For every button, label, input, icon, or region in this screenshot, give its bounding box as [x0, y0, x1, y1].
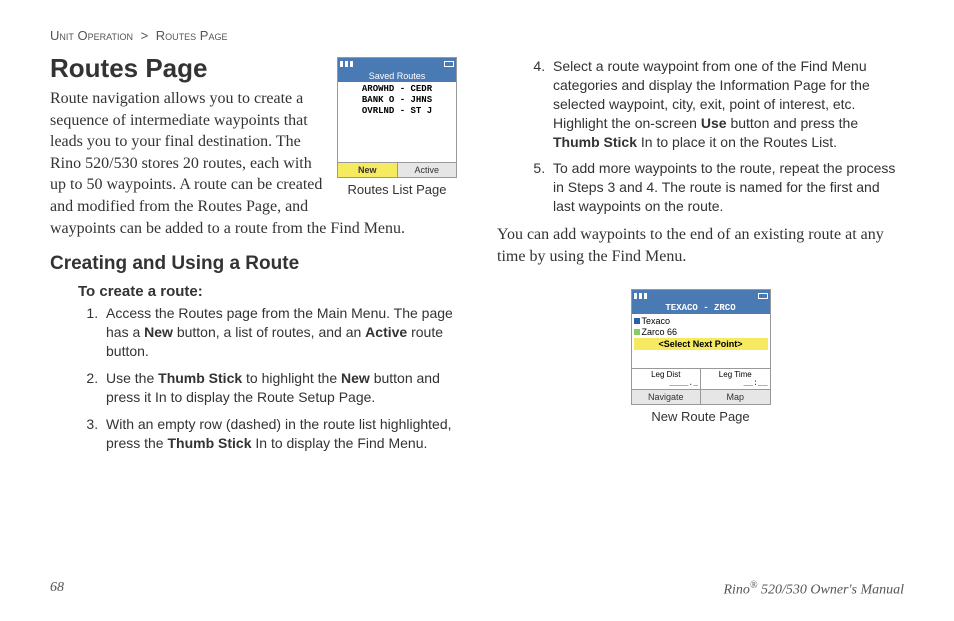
status-bar	[632, 290, 770, 302]
procedure-heading: To create a route:	[78, 283, 457, 300]
right-column: Select a route waypoint from one of the …	[497, 53, 904, 460]
route-header: TEXACO - ZRCO	[632, 302, 770, 314]
leg-dist-label: Leg Dist	[634, 370, 699, 379]
section-heading: Creating and Using a Route	[50, 253, 457, 275]
create-route-steps-cont: Select a route waypoint from one of the …	[549, 57, 904, 216]
status-bar	[338, 58, 456, 70]
closing-para: You can add waypoints to the end of an e…	[497, 224, 904, 267]
page-number: 68	[50, 580, 64, 599]
active-button: Active	[398, 163, 457, 177]
breadcrumb-sep: >	[141, 28, 149, 43]
step-2: Use the Thumb Stick to highlight the New…	[102, 369, 457, 407]
step-3: With an empty row (dashed) in the route …	[102, 415, 457, 453]
routes-list-figure: Saved Routes AROWHD - CEDR BANK O - JHNS…	[337, 57, 457, 197]
leg-dist-value: ____._	[634, 379, 699, 388]
route-row: BANK O - JHNS	[340, 95, 454, 106]
screen-title: Saved Routes	[338, 70, 456, 82]
breadcrumb-page: Routes Page	[156, 28, 228, 43]
doc-title: Rino® 520/530 Owner's Manual	[723, 580, 904, 599]
new-route-figure: TEXACO - ZRCO Texaco Zarco 66 <Select Ne…	[497, 289, 904, 424]
new-route-screen: TEXACO - ZRCO Texaco Zarco 66 <Select Ne…	[631, 289, 771, 405]
waypoint-list: Texaco Zarco 66 <Select Next Point>	[632, 314, 770, 350]
page-footer: 68 Rino® 520/530 Owner's Manual	[50, 580, 904, 599]
navigate-button: Navigate	[632, 390, 702, 404]
leg-time-label: Leg Time	[703, 370, 768, 379]
step-4: Select a route waypoint from one of the …	[549, 57, 904, 151]
figure-caption: Routes List Page	[337, 182, 457, 197]
figure-caption: New Route Page	[497, 409, 904, 424]
route-stats: Leg Dist ____._ Leg Time __:__	[632, 368, 770, 389]
create-route-steps: Access the Routes page from the Main Men…	[102, 304, 457, 452]
breadcrumb-section: Unit Operation	[50, 28, 133, 43]
step-1: Access the Routes page from the Main Men…	[102, 304, 457, 361]
car-icon	[634, 329, 640, 335]
select-next-point: <Select Next Point>	[634, 338, 768, 350]
map-button: Map	[701, 390, 770, 404]
left-column: Saved Routes AROWHD - CEDR BANK O - JHNS…	[50, 53, 457, 460]
route-row: AROWHD - CEDR	[340, 84, 454, 95]
flag-icon	[634, 318, 640, 324]
leg-time-value: __:__	[703, 379, 768, 388]
route-row: OVRLND - ST J	[340, 106, 454, 117]
routes-list-screen: Saved Routes AROWHD - CEDR BANK O - JHNS…	[337, 57, 457, 178]
new-button: New	[338, 163, 398, 177]
step-5: To add more waypoints to the route, repe…	[549, 159, 904, 216]
breadcrumb: Unit Operation > Routes Page	[50, 28, 904, 43]
waypoint-item: Zarco 66	[634, 327, 768, 337]
waypoint-item: Texaco	[634, 316, 768, 326]
saved-routes-list: AROWHD - CEDR BANK O - JHNS OVRLND - ST …	[338, 82, 456, 162]
